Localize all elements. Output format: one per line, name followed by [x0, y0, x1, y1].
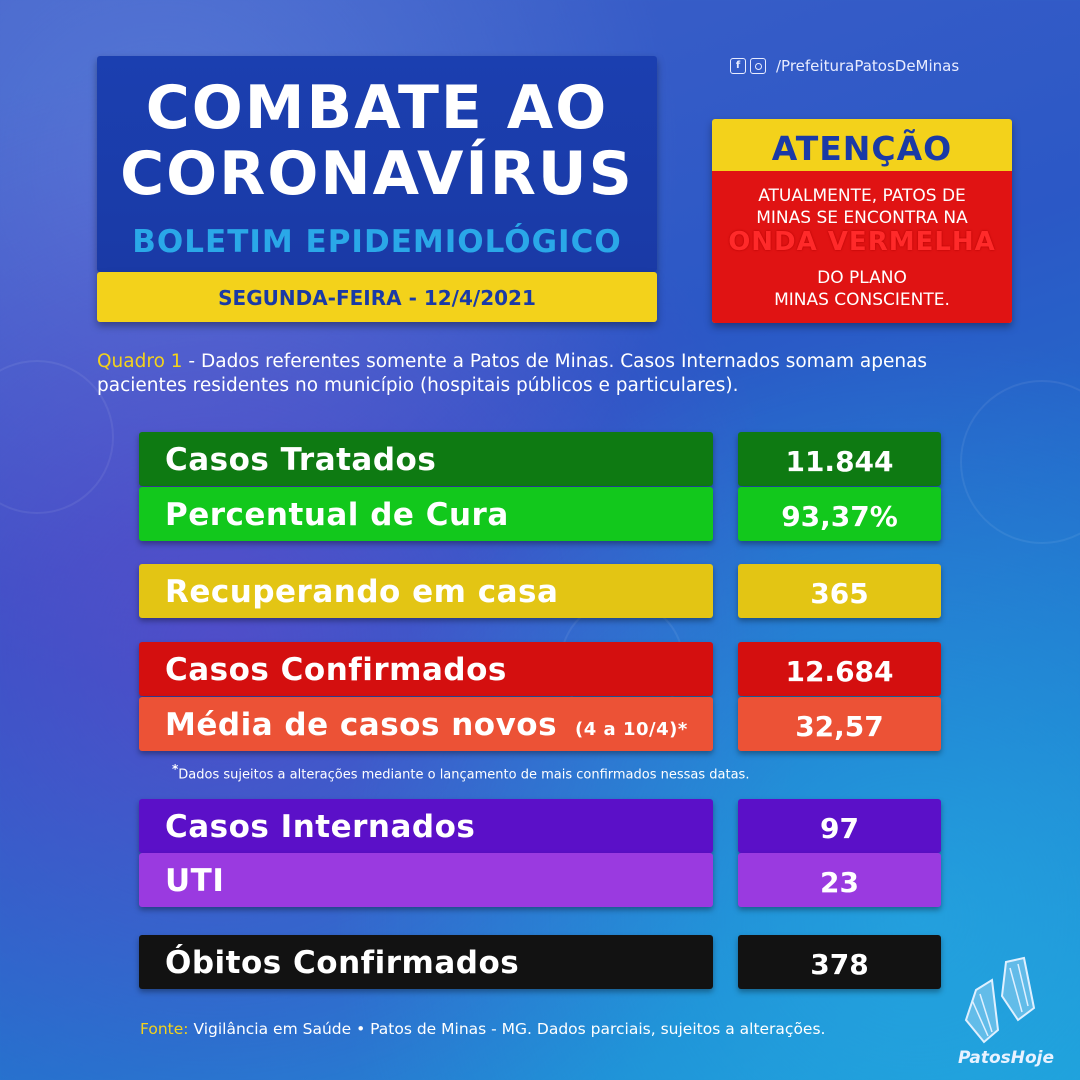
stat-value: 32,57 — [795, 710, 884, 743]
title-line-1: COMBATE AO — [145, 73, 609, 143]
intro-lead: Quadro 1 — [97, 351, 183, 372]
attention-line: MINAS CONSCIENTE. — [774, 290, 950, 310]
footnote: *Dados sujeitos a alterações mediante o … — [172, 762, 749, 782]
attention-line: DO PLANO — [817, 268, 907, 288]
title-line-2: CORONAVÍRUS — [120, 139, 634, 209]
intro-text: - Dados referentes somente a Patos de Mi… — [97, 351, 928, 396]
source-lead: Fonte: — [140, 1020, 189, 1038]
title-box: COMBATE AO CORONAVÍRUS BOLETIM EPIDEMIOL… — [97, 56, 657, 272]
stat-label-box: Casos Confirmados — [139, 642, 713, 696]
stat-label: Percentual de Cura — [165, 497, 509, 533]
stat-value-box: 23 — [738, 853, 941, 907]
stat-label: Casos Confirmados — [165, 652, 507, 688]
stat-value: 93,37% — [781, 500, 898, 533]
stat-label-box: Óbitos Confirmados — [139, 935, 713, 989]
stat-label-box: Casos Tratados — [139, 432, 713, 486]
stat-value: 365 — [810, 577, 869, 610]
stat-value-box: 12.684 — [738, 642, 941, 696]
social-handle: f /PrefeituraPatosDeMinas — [730, 56, 959, 76]
social-handle-text: /PrefeituraPatosDeMinas — [776, 57, 960, 75]
stat-value-box: 93,37% — [738, 487, 941, 541]
stat-label-box: Casos Internados — [139, 799, 713, 853]
attention-title: ATENÇÃO — [771, 129, 953, 168]
stat-label-box: Percentual de Cura — [139, 487, 713, 541]
stat-label-box: Recuperando em casa — [139, 564, 713, 618]
bulletin-subtitle: BOLETIM EPIDEMIOLÓGICO — [132, 224, 622, 260]
stat-value: 12.684 — [785, 655, 894, 688]
stat-value: 23 — [820, 866, 859, 899]
stat-label: Casos Internados — [165, 809, 476, 845]
stat-label: UTI — [165, 863, 225, 899]
intro-note: Quadro 1 - Dados referentes somente a Pa… — [97, 350, 997, 398]
stat-value-box: 365 — [738, 564, 941, 618]
stat-label-note: (4 a 10/4)* — [575, 719, 688, 740]
stat-label-box: UTI — [139, 853, 713, 907]
stat-label: Recuperando em casa — [165, 574, 559, 610]
stat-value: 378 — [810, 948, 869, 981]
brand-name: PatosHoje — [958, 1048, 1055, 1068]
stat-label: Óbitos Confirmados — [165, 945, 520, 981]
stat-value-box: 32,57 — [738, 697, 941, 751]
attention-highlight: ONDA VERMELHA — [728, 227, 996, 257]
footnote-mark: * — [172, 762, 179, 776]
stat-value: 11.844 — [785, 445, 894, 478]
stat-value-box: 378 — [738, 935, 941, 989]
attention-line: MINAS SE ENCONTRA NA — [756, 208, 968, 228]
attention-box: ATENÇÃO ATUALMENTE, PATOS DE MINAS SE EN… — [712, 119, 1012, 323]
background-virus-decoration — [960, 380, 1080, 544]
stat-label-text: Média de casos novos — [165, 707, 558, 743]
stat-value-box: 11.844 — [738, 432, 941, 486]
date-bar: SEGUNDA-FEIRA - 12/4/2021 — [97, 272, 657, 322]
source-note: Fonte: Vigilância em Saúde • Patos de Mi… — [140, 1020, 960, 1038]
flippers-logo-icon — [964, 956, 1036, 1044]
facebook-icon: f — [730, 58, 746, 74]
stat-value-box: 97 — [738, 799, 941, 853]
attention-message-panel: ATUALMENTE, PATOS DE MINAS SE ENCONTRA N… — [712, 171, 1012, 323]
stat-value: 97 — [820, 812, 859, 845]
instagram-icon — [750, 58, 766, 74]
source-text: Vigilância em Saúde • Patos de Minas - M… — [188, 1020, 826, 1038]
stat-label-box: Média de casos novos (4 a 10/4)* — [139, 697, 713, 751]
stat-label: Média de casos novos (4 a 10/4)* — [165, 707, 688, 743]
bulletin-date: SEGUNDA-FEIRA - 12/4/2021 — [218, 286, 536, 310]
attention-line: ATUALMENTE, PATOS DE — [758, 186, 966, 206]
footnote-text: Dados sujeitos a alterações mediante o l… — [178, 767, 750, 783]
stat-label: Casos Tratados — [165, 442, 437, 478]
